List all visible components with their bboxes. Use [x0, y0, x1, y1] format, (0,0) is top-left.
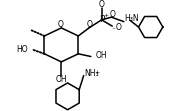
Text: +: + — [95, 70, 100, 75]
Text: OH: OH — [56, 75, 67, 84]
Text: O: O — [58, 20, 63, 29]
Text: NH₃: NH₃ — [85, 69, 99, 78]
Text: HO: HO — [16, 45, 27, 54]
Text: O: O — [109, 10, 115, 19]
Text: +: + — [103, 13, 108, 18]
Text: O: O — [86, 20, 92, 29]
Text: ⁻: ⁻ — [111, 25, 115, 34]
Text: O: O — [116, 23, 121, 32]
Text: O: O — [99, 0, 105, 9]
Text: OH: OH — [96, 51, 108, 60]
Text: P: P — [99, 15, 104, 24]
Text: H₃N: H₃N — [124, 14, 139, 23]
